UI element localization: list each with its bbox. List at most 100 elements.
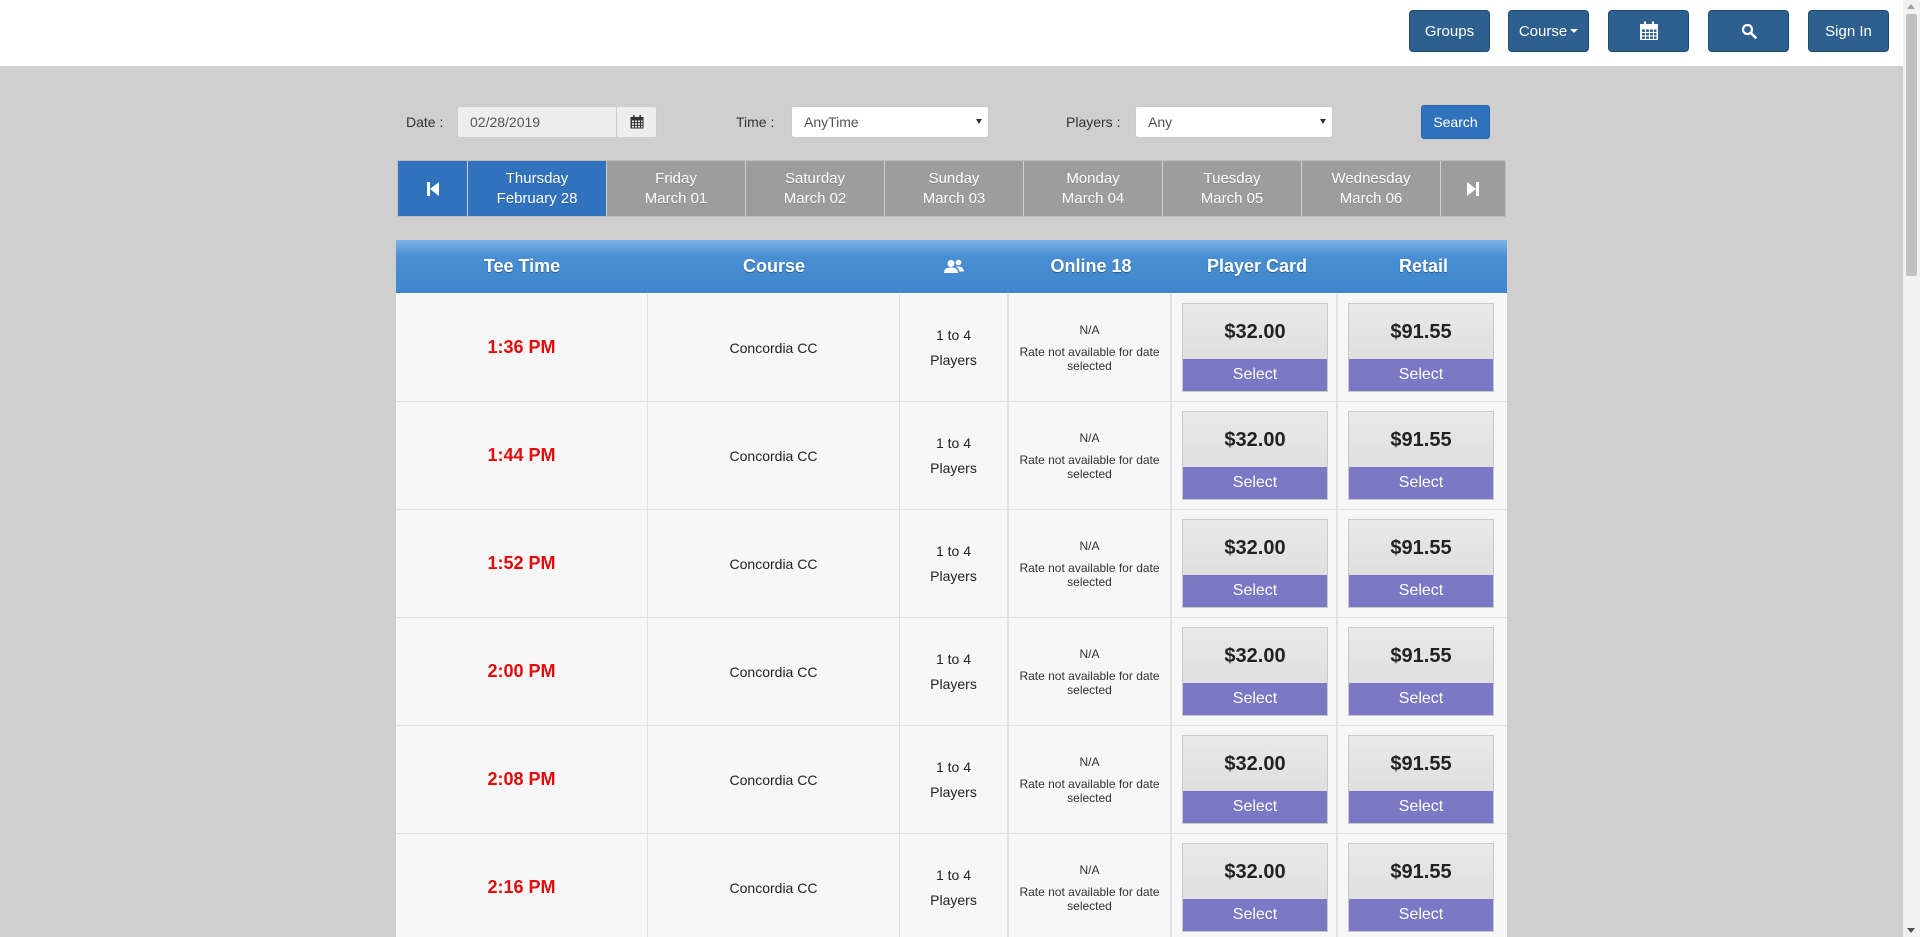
online-rate: N/A Rate not available for date selected xyxy=(1008,726,1172,833)
previous-week-button[interactable] xyxy=(398,161,467,216)
date-value: 02/28/2019 xyxy=(470,114,541,130)
player-card-rate: $32.00 Select xyxy=(1172,510,1338,617)
tee-time: 2:00 PM xyxy=(396,618,648,725)
players-unit: Players xyxy=(930,891,977,908)
day-weekday: Saturday xyxy=(784,169,846,187)
retail-rate: $91.55 Select xyxy=(1338,726,1507,833)
online-na: N/A xyxy=(1079,862,1100,877)
calendar-icon xyxy=(1639,21,1658,40)
day-tab[interactable]: Monday March 04 xyxy=(1023,161,1162,216)
scroll-down-arrow-icon[interactable] xyxy=(1907,928,1915,933)
select-button[interactable]: Select xyxy=(1349,575,1493,607)
day-date: March 06 xyxy=(1339,189,1403,207)
table-header: Tee Time Course Online 18 Player Card Re… xyxy=(396,240,1507,293)
rate-price: $91.55 xyxy=(1390,428,1452,451)
player-card-rate: $32.00 Select xyxy=(1172,402,1338,509)
players-range: 1 to 4 Players xyxy=(900,402,1008,509)
online-rate: N/A Rate not available for date selected xyxy=(1008,510,1172,617)
select-button[interactable]: Select xyxy=(1183,575,1327,607)
scroll-up-arrow-icon[interactable] xyxy=(1907,4,1915,9)
rate-price: $32.00 xyxy=(1224,752,1286,775)
players-count: 1 to 4 xyxy=(935,866,972,883)
day-tab[interactable]: Saturday March 02 xyxy=(745,161,884,216)
select-button[interactable]: Select xyxy=(1349,791,1493,823)
search-icon xyxy=(1741,23,1757,39)
course-name: Concordia CC xyxy=(648,726,900,833)
sign-in-button[interactable]: Sign In xyxy=(1808,10,1889,52)
course-name: Concordia CC xyxy=(648,618,900,725)
players-count: 1 to 4 xyxy=(935,650,972,667)
retail-rate: $91.55 Select xyxy=(1338,834,1507,937)
select-button[interactable]: Select xyxy=(1349,467,1493,499)
table-row: 1:52 PM Concordia CC 1 to 4 Players N/A … xyxy=(396,510,1507,618)
groups-label: Groups xyxy=(1424,22,1475,40)
scroll-thumb[interactable] xyxy=(1906,14,1917,276)
rate-price: $91.55 xyxy=(1390,536,1452,559)
day-date: March 04 xyxy=(1061,189,1125,207)
players-range: 1 to 4 Players xyxy=(900,834,1008,937)
course-name: Concordia CC xyxy=(648,294,900,401)
time-select-value: AnyTime xyxy=(804,114,859,130)
chevron-down-icon xyxy=(976,119,982,124)
rate-price: $32.00 xyxy=(1224,536,1286,559)
date-input[interactable]: 02/28/2019 xyxy=(457,106,617,138)
select-button[interactable]: Select xyxy=(1183,791,1327,823)
search-button[interactable]: Search xyxy=(1421,105,1490,139)
select-button[interactable]: Select xyxy=(1183,467,1327,499)
rate-box: $32.00 Select xyxy=(1182,843,1328,932)
tee-time: 1:44 PM xyxy=(396,402,648,509)
players-count: 1 to 4 xyxy=(935,326,972,343)
course-name: Concordia CC xyxy=(648,402,900,509)
players-range: 1 to 4 Players xyxy=(900,618,1008,725)
online-na: N/A xyxy=(1079,646,1100,661)
players-unit: Players xyxy=(930,675,977,692)
course-dropdown-button[interactable]: Course xyxy=(1508,10,1589,52)
online-rate: N/A Rate not available for date selected xyxy=(1008,402,1172,509)
table-row: 2:08 PM Concordia CC 1 to 4 Players N/A … xyxy=(396,726,1507,834)
players-count: 1 to 4 xyxy=(935,434,972,451)
rate-box: $91.55 Select xyxy=(1348,735,1494,824)
online-na: N/A xyxy=(1079,538,1100,553)
select-button[interactable]: Select xyxy=(1349,683,1493,715)
next-week-button[interactable] xyxy=(1440,161,1505,216)
date-label: Date : xyxy=(406,114,444,130)
step-forward-icon xyxy=(1467,181,1479,196)
day-tab[interactable]: Tuesday March 05 xyxy=(1162,161,1301,216)
time-select[interactable]: AnyTime xyxy=(791,106,989,138)
table-row: 2:16 PM Concordia CC 1 to 4 Players N/A … xyxy=(396,834,1507,937)
rate-price: $32.00 xyxy=(1224,644,1286,667)
header-online-18: Online 18 xyxy=(1050,256,1132,276)
online-note: Rate not available for date selected xyxy=(1019,776,1160,805)
header-players xyxy=(900,240,1008,293)
day-tab[interactable]: Thursday February 28 xyxy=(467,161,606,216)
header-tee-time: Tee Time xyxy=(483,256,561,276)
users-icon xyxy=(944,259,964,273)
select-button[interactable]: Select xyxy=(1183,683,1327,715)
players-unit: Players xyxy=(930,459,977,476)
date-picker-button[interactable] xyxy=(617,106,657,138)
day-weekday: Wednesday xyxy=(1331,169,1411,187)
select-button[interactable]: Select xyxy=(1349,899,1493,931)
day-tab[interactable]: Sunday March 03 xyxy=(884,161,1023,216)
page-scrollbar[interactable] xyxy=(1903,0,1920,937)
players-select[interactable]: Any xyxy=(1135,106,1333,138)
course-name: Concordia CC xyxy=(648,834,900,937)
online-note: Rate not available for date selected xyxy=(1019,560,1160,589)
online-note: Rate not available for date selected xyxy=(1019,668,1160,697)
table-row: 2:00 PM Concordia CC 1 to 4 Players N/A … xyxy=(396,618,1507,726)
calendar-button[interactable] xyxy=(1608,10,1689,52)
search-button-label: Search xyxy=(1433,114,1478,130)
select-button[interactable]: Select xyxy=(1183,899,1327,931)
day-tab[interactable]: Wednesday March 06 xyxy=(1301,161,1440,216)
day-tab[interactable]: Friday March 01 xyxy=(606,161,745,216)
tee-time: 2:16 PM xyxy=(396,834,648,937)
day-date: March 05 xyxy=(1200,189,1264,207)
rate-box: $91.55 Select xyxy=(1348,411,1494,500)
table-row: 1:36 PM Concordia CC 1 to 4 Players N/A … xyxy=(396,294,1507,402)
day-date: March 03 xyxy=(922,189,986,207)
select-button[interactable]: Select xyxy=(1183,359,1327,391)
search-nav-button[interactable] xyxy=(1708,10,1789,52)
groups-button[interactable]: Groups xyxy=(1409,10,1490,52)
select-button[interactable]: Select xyxy=(1349,359,1493,391)
header-course: Course xyxy=(742,256,805,276)
